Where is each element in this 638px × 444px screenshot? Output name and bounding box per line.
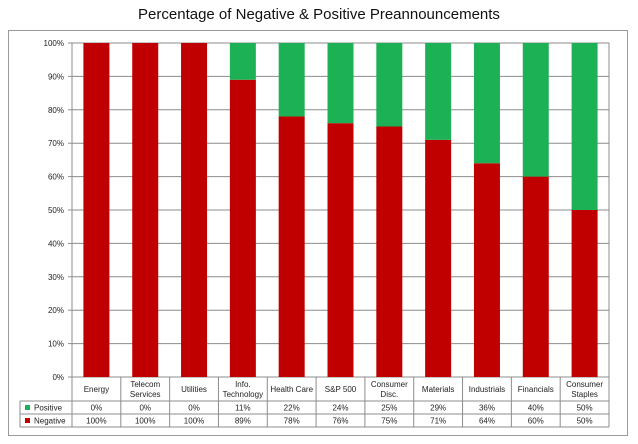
bar-positive: [327, 43, 354, 124]
bar-positive: [278, 43, 305, 117]
bar-negative: [425, 139, 452, 377]
data-label-positive: 0%: [91, 404, 103, 413]
bar-positive: [425, 43, 452, 140]
data-label-negative: 100%: [184, 417, 204, 426]
data-label-negative: 78%: [284, 417, 300, 426]
bar-positive: [522, 43, 549, 177]
y-tick-label: 90%: [48, 72, 64, 81]
y-tick-label: 70%: [48, 139, 64, 148]
data-label-positive: 40%: [528, 404, 544, 413]
data-label-positive: 50%: [577, 404, 593, 413]
data-label-positive: 0%: [139, 404, 151, 413]
bar-negative: [376, 126, 403, 377]
bar-negative: [278, 116, 305, 377]
y-tick-label: 20%: [48, 306, 64, 315]
x-category-label: Technology: [223, 390, 263, 399]
legend-label-negative: Negative: [34, 417, 66, 426]
bar-negative: [181, 43, 208, 377]
y-tick-label: 10%: [48, 340, 64, 349]
x-category-label: Materials: [422, 385, 454, 394]
x-category-label: Telecom: [130, 380, 160, 389]
x-category-label: Consumer: [566, 380, 603, 389]
x-category-label: Disc.: [380, 390, 398, 399]
legend-key-negative: [25, 418, 30, 423]
data-label-negative: 100%: [86, 417, 106, 426]
bar-negative: [229, 79, 256, 378]
x-category-label: Industrials: [469, 385, 505, 394]
y-axis-ticks: 0% 10% 20% 30% 40% 50% 60% 70% 80% 90% 100%: [44, 39, 64, 382]
y-tick-label: 60%: [48, 173, 64, 182]
data-label-positive: 25%: [381, 404, 397, 413]
bar-positive: [473, 43, 500, 164]
x-category-label: Staples: [571, 390, 598, 399]
y-tick-label: 30%: [48, 273, 64, 282]
bar-negative: [473, 163, 500, 377]
data-label-negative: 50%: [577, 417, 593, 426]
data-label-negative: 60%: [528, 417, 544, 426]
data-label-negative: 100%: [135, 417, 155, 426]
bar-positive: [571, 43, 598, 210]
x-category-label: Info.: [235, 380, 251, 389]
data-label-positive: 36%: [479, 404, 495, 413]
legend-key-positive: [25, 405, 30, 410]
data-label-negative: 75%: [381, 417, 397, 426]
bars: [83, 43, 598, 378]
y-tick-label: 80%: [48, 106, 64, 115]
x-category-label: S&P 500: [325, 385, 357, 394]
bar-positive: [229, 43, 256, 80]
y-tick-label: 50%: [48, 206, 64, 215]
data-label-positive: 24%: [332, 404, 348, 413]
data-label-positive: 29%: [430, 404, 446, 413]
data-label-negative: 89%: [235, 417, 251, 426]
bar-positive: [376, 43, 403, 127]
bar-negative: [83, 43, 110, 377]
data-label-negative: 71%: [430, 417, 446, 426]
x-category-label: Utilities: [181, 385, 207, 394]
bar-negative: [522, 176, 549, 377]
x-category-label: Services: [130, 390, 161, 399]
data-label-negative: 76%: [332, 417, 348, 426]
chart-frame: [8, 30, 628, 436]
data-label-positive: 0%: [188, 404, 200, 413]
y-tick-label: 40%: [48, 239, 64, 248]
bar-negative: [327, 123, 354, 377]
x-category-label: Health Care: [270, 385, 313, 394]
y-tick-label: 100%: [44, 39, 64, 48]
bar-negative: [571, 210, 598, 377]
data-label-positive: 11%: [235, 404, 250, 413]
x-category-label: Consumer: [371, 380, 408, 389]
data-label-positive: 22%: [284, 404, 300, 413]
y-tick-label: 0%: [52, 373, 64, 382]
legend-label-positive: Positive: [34, 404, 63, 413]
bar-negative: [132, 43, 159, 377]
x-category-label: Energy: [84, 385, 109, 394]
data-label-negative: 64%: [479, 417, 495, 426]
chart-title: Percentage of Negative & Positive Preann…: [138, 6, 500, 23]
x-category-label: Financials: [518, 385, 554, 394]
